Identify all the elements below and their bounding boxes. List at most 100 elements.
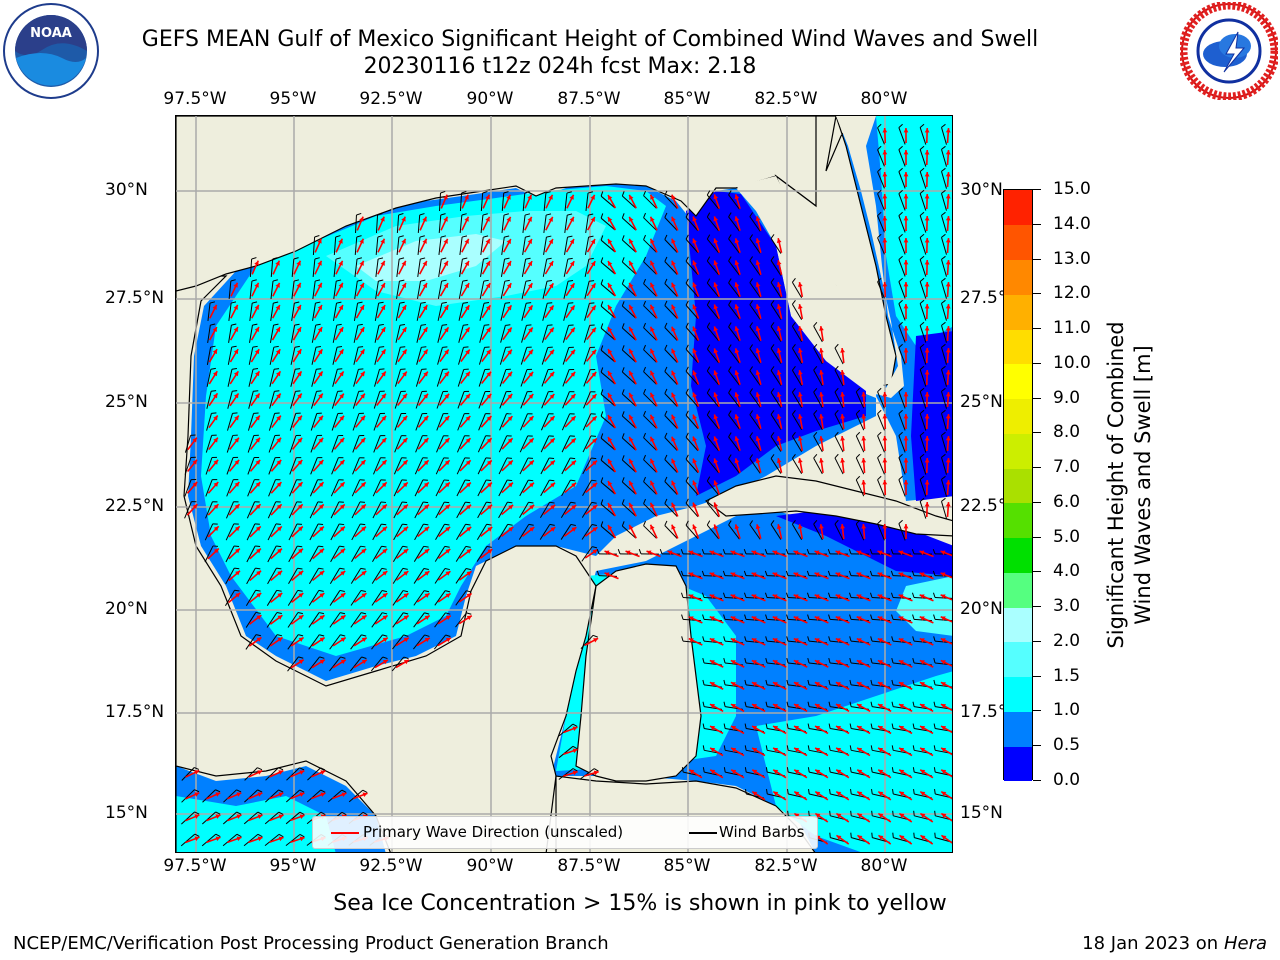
wind-barb-tick <box>252 323 258 326</box>
wind-barb <box>205 435 213 453</box>
wind-barb <box>664 525 678 539</box>
wave-arrow-head <box>772 704 778 709</box>
wind-barb <box>268 413 276 431</box>
wave-arrow-head <box>570 371 576 377</box>
wind-barb-tick <box>706 344 711 350</box>
wind-barb <box>919 325 927 343</box>
wind-barb <box>521 325 527 343</box>
wave-arrow-head <box>794 791 800 797</box>
wave-arrow-head <box>899 791 905 797</box>
wind-barb-tick <box>570 457 576 460</box>
wind-barb <box>584 303 590 321</box>
wave-arrow-head <box>650 392 655 398</box>
wind-barb <box>310 457 318 475</box>
wind-barb-tick <box>357 301 363 304</box>
wind-barb-tick <box>486 501 492 504</box>
wave-arrow-head <box>212 371 218 377</box>
wave-arrow-head <box>507 327 512 333</box>
wave-arrow-head <box>485 216 490 222</box>
wave-arrow-head <box>836 791 842 797</box>
wave-arrow-head <box>527 238 532 244</box>
wind-barb <box>329 634 341 650</box>
wind-barb <box>225 523 235 541</box>
wind-barb-tick <box>919 255 925 260</box>
wave-arrow-head <box>650 326 655 332</box>
wind-barb <box>499 413 507 431</box>
wave-arrow-head <box>650 348 655 354</box>
wind-barb-tick <box>877 431 882 437</box>
wind-barb <box>600 525 616 539</box>
wave-arrow-head <box>734 436 740 442</box>
wind-barb <box>643 481 657 495</box>
wind-barb-tick <box>685 322 689 328</box>
wave-arrow-head <box>713 436 719 442</box>
wind-barb-tick <box>681 767 684 773</box>
wind-barb-tick <box>890 570 894 576</box>
wave-arrow-head <box>550 504 556 510</box>
wind-barb <box>181 789 195 803</box>
wind-barb <box>898 193 906 211</box>
wind-barb-tick <box>806 548 810 555</box>
wind-barb-tick <box>461 213 467 216</box>
wind-barb-tick <box>278 811 284 815</box>
wind-barb <box>266 634 278 650</box>
wind-barb <box>201 811 217 825</box>
wave-arrow-head <box>671 238 676 244</box>
wind-barb-tick <box>728 278 732 284</box>
wind-barb <box>749 524 761 540</box>
wave-arrow-head <box>794 769 800 775</box>
wave-arrow-head <box>814 704 820 709</box>
wave-arrow-head <box>882 282 888 287</box>
wind-barb-tick <box>297 567 303 570</box>
wind-barb-tick <box>462 301 468 304</box>
wave-arrow-head <box>919 550 925 555</box>
wave-arrow-head <box>903 326 909 331</box>
wave-arrow-head <box>650 502 655 508</box>
wave-arrow-head <box>924 348 930 353</box>
wave-arrow-head <box>338 305 343 311</box>
wind-barb <box>540 435 550 453</box>
wave-arrow-head <box>361 637 367 643</box>
wave-arrow-head <box>254 327 259 333</box>
wind-barb-tick <box>440 190 446 194</box>
wind-barb <box>941 347 947 365</box>
wind-barb <box>563 259 569 277</box>
wave-arrow-head <box>709 550 715 555</box>
colorbar-tick-mark <box>1033 467 1041 469</box>
wave-arrow-head <box>443 216 448 222</box>
footer-credit: NCEP/EMC/Verification Post Processing Pr… <box>13 933 609 954</box>
wind-barb-tick <box>828 679 831 685</box>
colorbar-segment <box>1004 537 1032 573</box>
wind-barb <box>919 215 927 233</box>
wave-arrow-head <box>840 392 845 397</box>
wave-arrow-head <box>590 194 595 200</box>
wave-arrow-head <box>424 548 430 554</box>
wave-arrow-head <box>730 704 736 709</box>
wind-barb-tick <box>706 190 711 196</box>
wind-barb-tick <box>807 745 810 751</box>
wave-arrow-head <box>192 459 198 465</box>
wave-arrow-head <box>835 660 841 665</box>
wind-barb <box>350 590 362 606</box>
wind-barb <box>561 457 571 475</box>
wind-barb-tick <box>728 212 732 218</box>
wave-arrow-head <box>689 769 695 775</box>
wind-barb-tick <box>870 701 873 707</box>
wave-arrow-head <box>688 616 694 621</box>
wind-barb-tick <box>592 546 598 549</box>
wind-barb-tick <box>941 211 946 216</box>
wave-arrow-head <box>255 415 260 421</box>
wind-barb-tick <box>507 501 513 504</box>
wind-barb-tick <box>547 302 553 304</box>
wind-barb-tick <box>849 701 852 707</box>
wave-arrow-head <box>794 813 800 818</box>
wave-arrow-head <box>528 416 534 421</box>
wind-barb-tick <box>423 523 429 526</box>
wave-arrow-head <box>836 813 842 818</box>
wind-barb <box>438 259 442 277</box>
wind-barb-tick <box>524 213 531 216</box>
wind-barb-tick <box>335 257 341 260</box>
wind-barb <box>416 303 422 321</box>
wave-arrow-head <box>466 593 472 598</box>
wave-arrow-head <box>920 813 926 818</box>
